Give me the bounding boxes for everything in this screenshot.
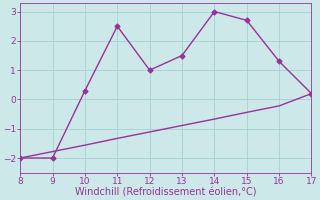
X-axis label: Windchill (Refroidissement éolien,°C): Windchill (Refroidissement éolien,°C)	[75, 187, 257, 197]
